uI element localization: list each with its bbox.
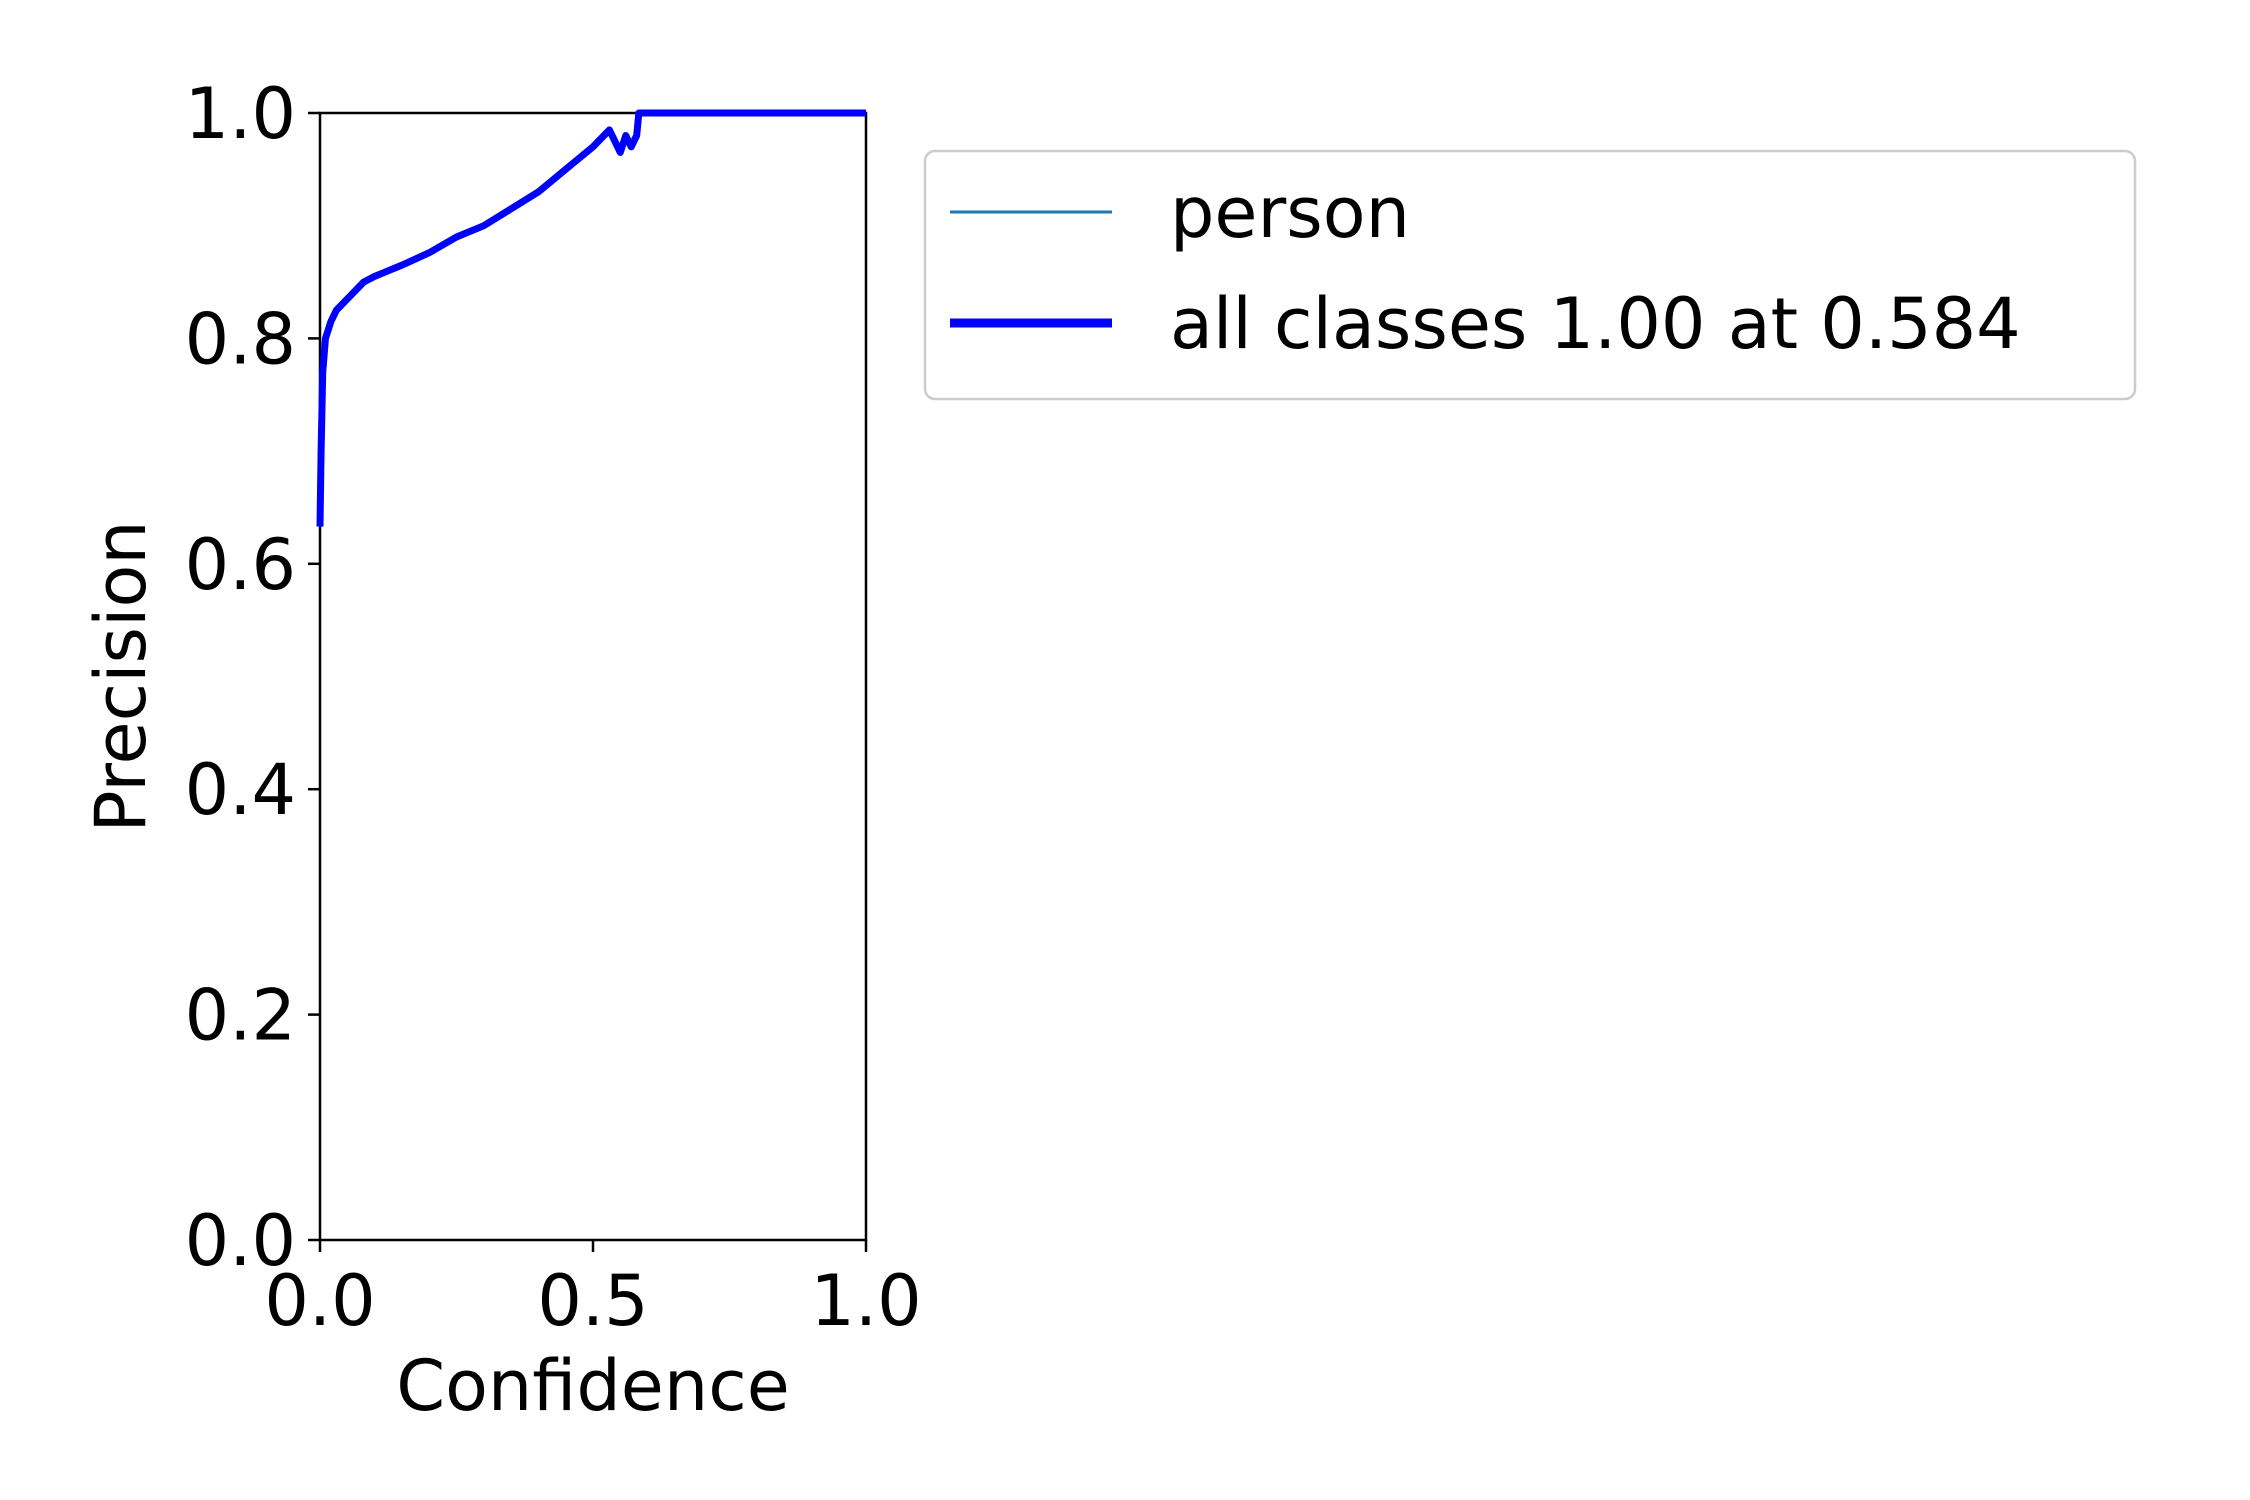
legend-label-all-classes: all classes 1.00 at 0.584 [1170,283,2021,365]
series-group [316,109,866,527]
y-tick-label: 1.0 [185,73,296,155]
y-tick-label: 0.2 [185,975,296,1057]
series-line-all-classes [316,109,866,527]
y-tick-label: 0.4 [185,749,296,831]
axes-frame [318,111,868,1242]
y-tick-label: 0.0 [185,1200,296,1282]
y-axis-ticks: 0.0 0.2 0.4 0.6 0.8 1.0 [185,73,320,1282]
x-axis-ticks: 0.0 0.5 1.0 [264,1240,922,1342]
x-axis-label: Confidence [396,1345,790,1427]
y-axis-label: Precision [80,520,162,832]
x-tick-label: 0.0 [264,1260,375,1342]
legend-box [923,149,2137,401]
y-tick-label: 0.6 [185,524,296,606]
legend: person all classes 1.00 at 0.584 [923,149,2137,401]
plot-area [316,109,868,1242]
legend-label-person: person [1170,172,1410,254]
y-tick-label: 0.8 [185,298,296,380]
series-line-person [318,111,866,527]
x-tick-label: 0.5 [537,1260,648,1342]
x-tick-label: 1.0 [810,1260,921,1342]
